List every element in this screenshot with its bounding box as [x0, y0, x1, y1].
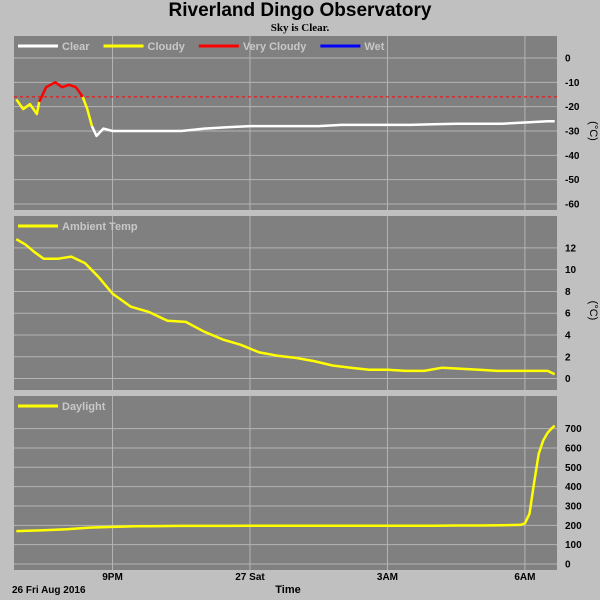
x-tick-label: 6AM — [514, 572, 535, 583]
series-line-ambient-0 — [15, 238, 556, 376]
y-tick-label-ambient: 4 — [565, 331, 571, 342]
series-line-sky-3 — [90, 120, 555, 138]
y-tick-label-daylight: 600 — [565, 443, 582, 454]
series-line-daylight-0 — [16, 424, 556, 533]
y-tick-label-sky: 0 — [565, 54, 571, 65]
y-tick-label-daylight: 700 — [565, 424, 582, 435]
y-tick-label-sky: -10 — [565, 78, 580, 89]
y-tick-label-daylight: 200 — [565, 521, 582, 532]
y-tick-label-daylight: 500 — [565, 463, 582, 474]
series-line-sky-0 — [15, 98, 41, 116]
y-tick-label-ambient: 0 — [565, 374, 571, 385]
y-tick-label-daylight: 100 — [565, 540, 582, 551]
y-tick-label-daylight: 300 — [565, 501, 582, 512]
legend-label: Ambient Temp — [62, 221, 138, 233]
series-line-sky-2 — [81, 96, 94, 127]
x-tick-label: 9PM — [102, 572, 123, 583]
unit-label: (°C) — [587, 121, 599, 141]
y-tick-label-sky: -40 — [565, 151, 580, 162]
unit-label: (°C) — [587, 301, 599, 321]
y-tick-label-daylight: 0 — [565, 560, 571, 571]
y-tick-label-sky: -50 — [565, 175, 580, 186]
y-tick-label-ambient: 2 — [565, 352, 571, 363]
legend-label: Very Cloudy — [243, 41, 307, 53]
panel-daylight — [14, 396, 557, 570]
x-tick-label: 27 Sat — [235, 572, 265, 583]
page-subtitle: Sky is Clear. — [270, 22, 330, 34]
x-start-label: 26 Fri Aug 2016 — [12, 585, 86, 596]
legend-label: Cloudy — [148, 41, 186, 53]
panel-ambient — [14, 216, 557, 390]
legend-label: Clear — [62, 41, 90, 53]
legend-label: Wet — [364, 41, 384, 53]
y-tick-label-sky: -60 — [565, 200, 580, 211]
y-tick-label-daylight: 400 — [565, 482, 582, 493]
x-axis-title: Time — [275, 584, 300, 596]
series-line-sky-1 — [38, 81, 84, 103]
y-tick-label-ambient: 12 — [565, 243, 577, 254]
y-tick-label-sky: -30 — [565, 127, 580, 138]
page-title: Riverland Dingo Observatory — [168, 0, 432, 21]
x-tick-label: 3AM — [377, 572, 398, 583]
y-tick-label-ambient: 6 — [565, 309, 571, 320]
y-tick-label-ambient: 8 — [565, 287, 571, 298]
y-tick-label-sky: -20 — [565, 102, 580, 113]
legend-label: Daylight — [62, 401, 106, 413]
y-tick-label-ambient: 10 — [565, 265, 577, 276]
